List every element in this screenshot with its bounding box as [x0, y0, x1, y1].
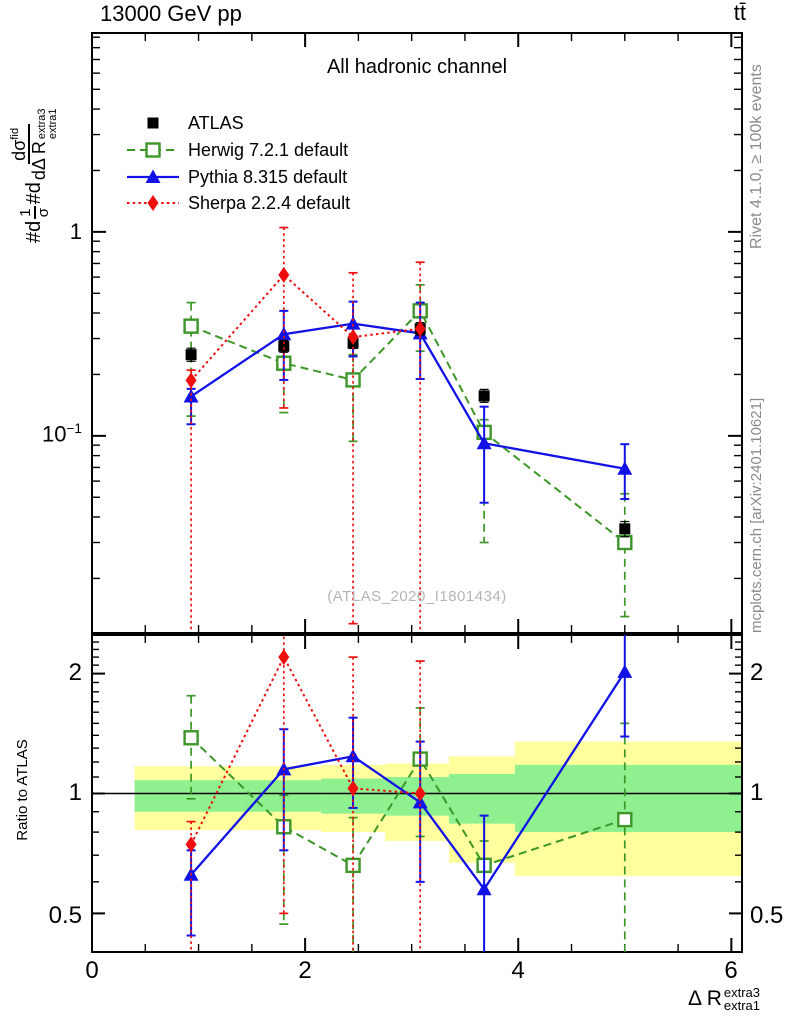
sherpa-line: [190, 273, 421, 382]
pythia-line: [190, 322, 625, 470]
herwig-marker: [183, 730, 199, 746]
atlas-marker: [619, 523, 631, 535]
pythia-marker: [476, 881, 492, 896]
legend-item-herwig: Herwig 7.2.1 default: [126, 139, 348, 161]
green-band-bin: [134, 780, 242, 812]
analysis-id-watermark: (ATLAS_2020_I1801434): [327, 588, 507, 605]
series-sherpa-ratio: [185, 635, 426, 952]
xtick-4: 4: [511, 957, 525, 984]
sherpa-marker: [185, 372, 197, 389]
atlas-marker: [147, 117, 159, 129]
herwig-marker: [345, 372, 361, 388]
legend-label-herwig: Herwig 7.2.1 default: [188, 139, 349, 160]
sherpa-marker: [347, 780, 359, 797]
herwig-marker: [183, 318, 199, 334]
legend-label-pythia: Pythia 8.315 default: [188, 166, 348, 187]
ratio-ytick-1-right: 1: [750, 779, 764, 806]
sherpa-marker: [347, 329, 359, 346]
legend-label-sherpa: Sherpa 2.2.4 default: [188, 192, 351, 213]
xtick-6: 6: [724, 957, 738, 984]
pythia-marker: [183, 388, 199, 403]
sherpa-line: [190, 654, 421, 845]
ratio-y-axis-label: Ratio to ATLAS: [14, 739, 31, 841]
ratio-ytick-05-right: 0.5: [750, 902, 784, 929]
legend-item-sherpa: Sherpa 2.2.4 default: [126, 192, 350, 214]
rivet-version-note: Rivet 4.1.0, ≥ 100k events: [748, 64, 765, 249]
sherpa-marker: [147, 195, 159, 211]
beam-energy-label: 13000 GeV pp: [100, 1, 242, 26]
axis-ticks: [91, 33, 742, 953]
herwig-marker: [617, 811, 633, 828]
ratio-ytick-2-right: 2: [750, 659, 764, 686]
ylabel-hash1: #d: [23, 220, 46, 243]
pythia-marker: [276, 326, 292, 341]
atlas-marker: [278, 340, 290, 352]
pythia-marker: [617, 664, 633, 678]
x-axis-label: Δ R extra3 extra1: [688, 986, 760, 1012]
process-label: tt̄: [733, 0, 746, 25]
xtick-0: 0: [85, 957, 99, 984]
sherpa-marker: [414, 320, 426, 337]
pythia-marker: [345, 316, 361, 330]
plot-title: All hadronic channel: [326, 56, 508, 78]
series-herwig-main: [183, 283, 633, 618]
legend-label-atlas: ATLAS: [188, 112, 244, 133]
main-ytick-1: 1: [69, 219, 82, 244]
herwig-line: [190, 309, 626, 544]
ratio-ytick-1-left: 1: [68, 779, 82, 806]
pythia-marker: [412, 794, 428, 809]
sherpa-marker-icon: [126, 192, 180, 214]
pythia-line: [190, 671, 626, 892]
herwig-marker-icon: [126, 139, 180, 161]
series-pythia-main: [183, 300, 633, 504]
x-axis-label-base: Δ R: [687, 987, 722, 1010]
ylabel-hash2: #d: [23, 182, 46, 205]
sherpa-marker: [185, 836, 197, 853]
ratio-uncertainty-bands: [92, 741, 742, 877]
pythia-marker: [617, 461, 633, 475]
pythia-marker-icon: [126, 166, 180, 188]
main-ytick-0p1: 10−1: [41, 421, 82, 447]
sherpa-marker: [278, 649, 290, 666]
sherpa-marker: [278, 266, 290, 283]
legend-item-pythia: Pythia 8.315 default: [126, 166, 347, 188]
main-panel-frame: [91, 32, 743, 634]
atlas-marker: [478, 390, 490, 402]
ratio-ytick-05-left: 0.5: [48, 902, 82, 929]
atlas-marker-icon: [126, 112, 180, 134]
xtick-2: 2: [298, 957, 312, 984]
pythia-marker: [476, 435, 492, 450]
herwig-line: [190, 737, 626, 867]
herwig-marker: [145, 142, 161, 158]
ratio-ytick-2-left: 2: [68, 659, 82, 686]
x-axis-label-subsup: extra3 extra1: [723, 985, 760, 1013]
pythia-marker: [145, 169, 161, 183]
mcplots-arxiv-note: mcplots.cern.ch [arXiv:2401.10621]: [748, 397, 765, 633]
series-sherpa-main: [185, 226, 426, 632]
legend-item-atlas: ATLAS: [126, 112, 244, 134]
atlas-marker: [185, 349, 197, 361]
herwig-marker: [617, 534, 633, 551]
sherpa-marker: [414, 785, 426, 802]
